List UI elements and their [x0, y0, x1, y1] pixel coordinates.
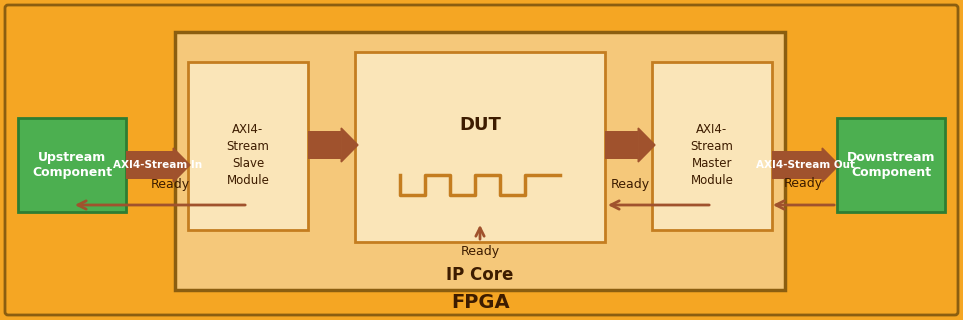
FancyBboxPatch shape	[652, 62, 772, 230]
FancyBboxPatch shape	[837, 118, 945, 212]
FancyBboxPatch shape	[5, 5, 958, 315]
Polygon shape	[638, 128, 655, 162]
Polygon shape	[822, 148, 839, 182]
Text: AXI4-Stream In: AXI4-Stream In	[114, 160, 202, 170]
FancyBboxPatch shape	[126, 151, 173, 179]
Text: IP Core: IP Core	[446, 266, 513, 284]
FancyBboxPatch shape	[188, 62, 308, 230]
Text: Downstream
Component: Downstream Component	[846, 151, 935, 179]
FancyBboxPatch shape	[772, 151, 822, 179]
FancyBboxPatch shape	[18, 118, 126, 212]
Text: AXI4-
Stream
Slave
Module: AXI4- Stream Slave Module	[226, 123, 270, 187]
Text: AXI4-Stream Out: AXI4-Stream Out	[756, 160, 855, 170]
FancyBboxPatch shape	[605, 131, 638, 159]
Text: Ready: Ready	[150, 178, 190, 191]
FancyBboxPatch shape	[308, 131, 341, 159]
Text: DUT: DUT	[459, 116, 501, 134]
Text: Ready: Ready	[784, 177, 822, 190]
Polygon shape	[173, 148, 190, 182]
Text: FPGA: FPGA	[452, 292, 510, 311]
Text: Ready: Ready	[611, 178, 650, 191]
FancyBboxPatch shape	[175, 32, 785, 290]
Text: Ready: Ready	[460, 245, 500, 259]
Text: AXI4-
Stream
Master
Module: AXI4- Stream Master Module	[690, 123, 734, 187]
Text: Upstream
Component: Upstream Component	[32, 151, 112, 179]
Polygon shape	[341, 128, 358, 162]
FancyBboxPatch shape	[355, 52, 605, 242]
